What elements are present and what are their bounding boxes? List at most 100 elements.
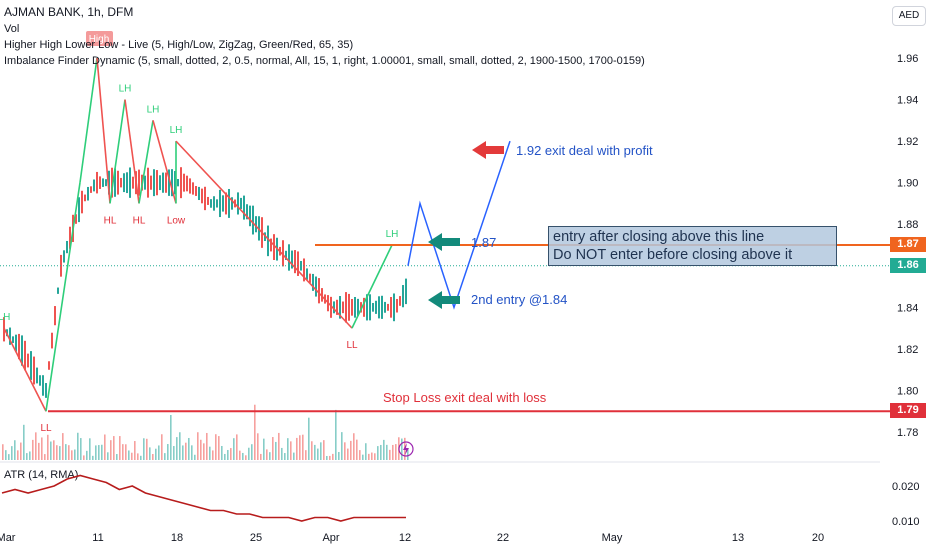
volume-bar <box>35 432 37 460</box>
volume-bar <box>176 437 178 460</box>
volume-bar <box>290 441 292 460</box>
hhll-indicator-label[interactable]: Higher High Lower Low - Live (5, High/Lo… <box>4 39 354 51</box>
volume-bar <box>26 453 28 460</box>
zigzag-label: LH <box>0 312 10 323</box>
candle <box>42 375 44 396</box>
candle <box>321 288 323 302</box>
volume-bar <box>128 450 130 460</box>
candle <box>24 340 26 371</box>
target-annotation: 1.92 exit deal with profit <box>516 143 653 158</box>
candle <box>381 295 383 319</box>
volume-bar <box>95 445 97 460</box>
candle <box>153 169 155 197</box>
candle <box>21 335 23 366</box>
candle <box>375 300 377 314</box>
zigzag-segment <box>138 120 154 204</box>
candle <box>405 278 407 305</box>
candle <box>177 179 179 187</box>
zigzag-segment <box>3 327 47 412</box>
candle <box>273 234 275 260</box>
candle <box>213 196 215 211</box>
volume-bar <box>143 438 145 460</box>
volume-bar <box>296 437 298 460</box>
candle <box>228 188 230 218</box>
candle <box>201 188 203 204</box>
candle <box>132 176 134 189</box>
zigzag-segment <box>175 140 353 329</box>
candle <box>195 186 197 196</box>
volume-bar <box>335 409 337 460</box>
volume-bar <box>227 449 229 460</box>
zigzag-label: HL <box>104 215 117 226</box>
volume-bar <box>302 434 304 460</box>
candle <box>171 169 173 197</box>
symbol-title[interactable]: AJMAN BANK, 1h, DFM <box>4 5 134 19</box>
candle <box>180 167 182 199</box>
candle <box>93 179 95 192</box>
volume-bar <box>368 453 370 460</box>
candle <box>54 306 56 326</box>
volume-bar <box>347 448 349 460</box>
volume-bar <box>257 433 259 460</box>
candle <box>225 192 227 215</box>
volume-bar <box>254 404 256 460</box>
candle <box>288 244 290 271</box>
y-tick-label: 1.90 <box>897 178 918 190</box>
volume-bar <box>221 445 223 460</box>
volume-bar <box>359 450 361 460</box>
zigzag-segment <box>45 182 81 412</box>
entry-arrow-icon <box>428 233 460 251</box>
currency-button[interactable]: AED <box>892 6 926 26</box>
candle <box>309 273 311 283</box>
zigzag-label: HL <box>133 215 146 226</box>
volume-bar <box>299 435 301 460</box>
zigzag-label: Low <box>167 215 186 226</box>
candle <box>99 176 101 189</box>
candle <box>345 292 347 323</box>
candle <box>117 170 119 195</box>
candle <box>249 205 251 227</box>
candle <box>372 302 374 312</box>
candle <box>315 276 317 297</box>
imbalance-indicator-label[interactable]: Imbalance Finder Dynamic (5, small, dott… <box>4 55 645 67</box>
volume-bar <box>5 450 7 460</box>
candle <box>378 296 380 319</box>
volume-bar <box>38 442 40 460</box>
volume-bar <box>320 442 322 460</box>
candle <box>30 351 32 380</box>
candle <box>393 293 395 322</box>
volume-bar <box>161 434 163 460</box>
volume-bar <box>50 441 52 460</box>
candle <box>333 301 335 314</box>
volume-bar <box>134 441 136 460</box>
y-tick-label: 1.84 <box>897 302 918 314</box>
x-tick-label: 18 <box>171 532 183 544</box>
vol-indicator-label[interactable]: Vol <box>4 23 20 35</box>
candle <box>9 327 11 345</box>
volume-bar <box>86 450 88 460</box>
volume-bar <box>209 446 211 460</box>
candle <box>75 214 77 224</box>
candle <box>303 258 305 282</box>
volume-bar <box>53 440 55 460</box>
candle <box>147 167 149 198</box>
volume-bar <box>146 438 148 460</box>
entry-note-box[interactable]: entry after closing above this line Do N… <box>548 226 837 266</box>
candle <box>237 192 239 215</box>
volume-bar <box>80 438 82 460</box>
volume-bar <box>344 442 346 460</box>
volume-bar <box>317 448 319 460</box>
volume-bar <box>110 440 112 460</box>
y-tick-label: 1.82 <box>897 344 918 356</box>
volume-bar <box>389 449 391 460</box>
candle <box>366 294 368 321</box>
y-tick-label: 1.96 <box>897 53 918 65</box>
volume-bar <box>200 439 202 460</box>
volume-bar <box>266 449 268 460</box>
volume-bar <box>284 453 286 460</box>
candle <box>387 303 389 311</box>
volume-bar <box>41 437 43 460</box>
candle <box>222 195 224 212</box>
candle <box>291 250 293 269</box>
